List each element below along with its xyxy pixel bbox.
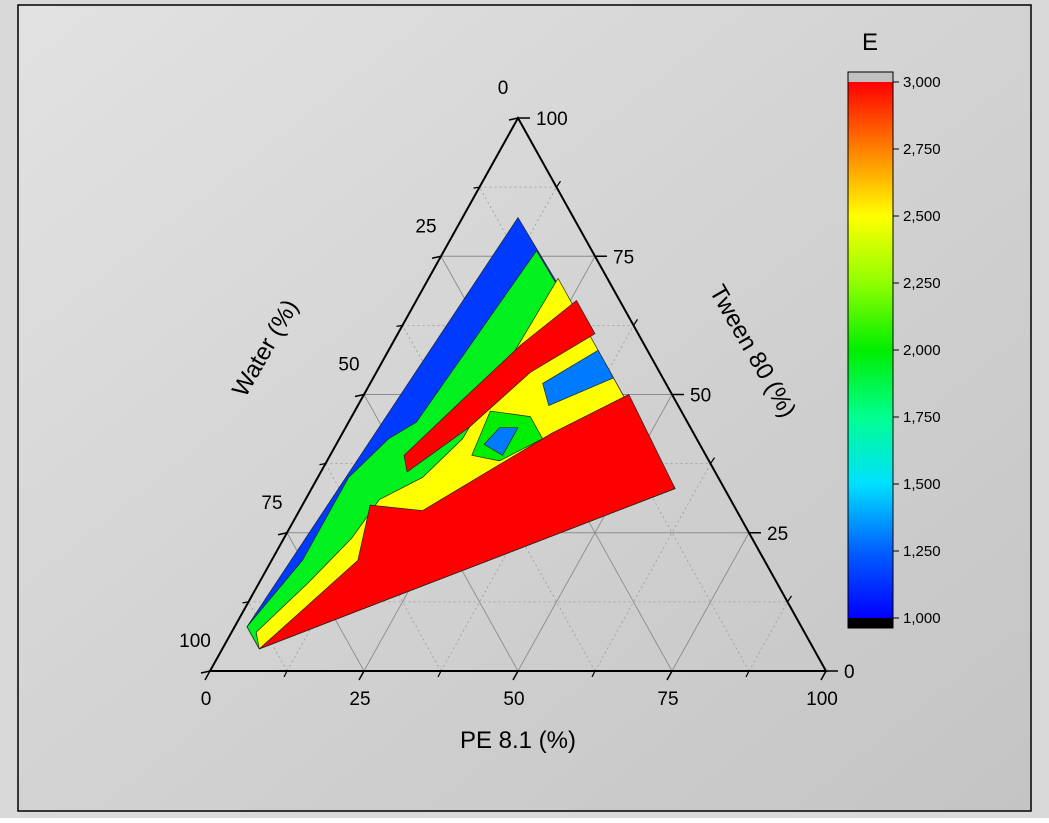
left-tick-label: 75 <box>261 493 282 514</box>
bottom-tick-label: 100 <box>806 689 838 710</box>
colorbar-tick-label: 3,000 <box>903 74 941 91</box>
bottom-tick-label: 25 <box>349 689 370 710</box>
colorbar-title: E <box>862 29 878 56</box>
colorbar-tick-label: 1,500 <box>903 476 941 493</box>
right-tick-label: 0 <box>844 662 855 683</box>
colorbar <box>848 82 893 618</box>
left-tick-label: 0 <box>498 78 509 99</box>
colorbar-over <box>848 72 893 82</box>
bottom-tick-label: 0 <box>201 689 212 710</box>
right-tick-label: 50 <box>690 386 711 407</box>
right-tick-label: 100 <box>536 109 568 130</box>
colorbar-under <box>848 618 893 628</box>
bottom-axis-title: PE 8.1 (%) <box>460 727 576 754</box>
left-tick-label: 50 <box>338 355 359 376</box>
left-tick-label: 100 <box>179 631 211 652</box>
colorbar-tick-label: 2,750 <box>903 141 941 158</box>
left-tick-label: 25 <box>415 216 436 237</box>
bottom-tick-label: 50 <box>503 689 524 710</box>
colorbar-tick-label: 1,250 <box>903 543 941 560</box>
bottom-tick-label: 75 <box>657 689 678 710</box>
colorbar-tick-label: 1,750 <box>903 409 941 426</box>
right-tick-label: 75 <box>613 247 634 268</box>
colorbar-tick-label: 1,000 <box>903 610 941 627</box>
colorbar-tick-label: 2,500 <box>903 208 941 225</box>
right-tick-label: 25 <box>767 524 788 545</box>
colorbar-tick-label: 2,250 <box>903 275 941 292</box>
chart: 0 25 50 75 100 0 25 50 75 100 0 25 50 75 100 PE 8.1 (%… <box>0 0 1049 818</box>
colorbar-tick-label: 2,000 <box>903 342 941 359</box>
